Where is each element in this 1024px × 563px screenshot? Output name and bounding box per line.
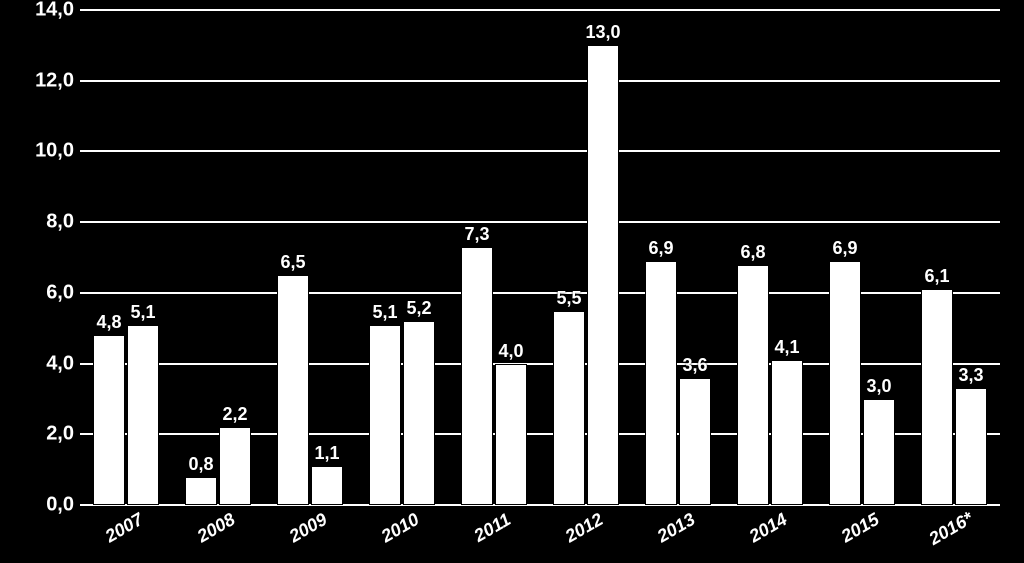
bar: [219, 427, 251, 505]
y-tick-label: 10,0: [14, 140, 74, 163]
bar: [403, 321, 435, 505]
bar: [645, 261, 677, 505]
y-tick-label: 4,0: [14, 352, 74, 375]
bar: [921, 289, 953, 505]
bar-value-label: 0,8: [188, 454, 213, 475]
bar-value-label: 6,8: [740, 242, 765, 263]
bar-value-label: 4,0: [499, 341, 524, 362]
y-tick-label: 2,0: [14, 423, 74, 446]
bar-chart: 4,8 5,1 0,8 2,2 6,5 1,1 5,1 5,2 7,3 4,0 5,5 13,0 6,9…: [0, 0, 1024, 563]
y-tick-label: 12,0: [14, 69, 74, 92]
bar-value-label: 6,9: [832, 238, 857, 259]
x-tick-label: 2011: [471, 509, 515, 547]
x-tick-label: 2016*: [925, 508, 976, 550]
bar-value-label: 4,8: [96, 312, 121, 333]
bar-value-label: 1,1: [315, 443, 340, 464]
bar: [679, 378, 711, 505]
x-tick-label: 2010: [378, 509, 423, 547]
x-tick-label: 2015: [838, 509, 883, 547]
bar-value-label: 3,0: [867, 376, 892, 397]
bar-value-label: 5,1: [131, 302, 156, 323]
y-tick-label: 6,0: [14, 281, 74, 304]
x-tick-label: 2009: [286, 509, 331, 547]
bar: [277, 275, 309, 505]
bar: [553, 311, 585, 505]
bar: [127, 325, 159, 505]
bar-value-label: 4,1: [775, 337, 800, 358]
bar-value-label: 6,1: [924, 266, 949, 287]
bar: [93, 335, 125, 505]
x-tick-label: 2007: [102, 509, 147, 547]
x-axis: 2007 2008 2009 2010 2011 2012 2013 2014 2015 2016…: [80, 505, 1000, 563]
bar-value-label: 6,9: [648, 238, 673, 259]
bar-value-label: 2,2: [223, 404, 248, 425]
bar: [737, 265, 769, 505]
x-tick-label: 2012: [562, 509, 607, 547]
x-tick-label: 2014: [746, 509, 791, 547]
bar-value-label: 3,6: [683, 355, 708, 376]
bar: [863, 399, 895, 505]
bar: [185, 477, 217, 505]
bar: [829, 261, 861, 505]
plot-area: 4,8 5,1 0,8 2,2 6,5 1,1 5,1 5,2 7,3 4,0 5,5 13,0 6,9…: [80, 10, 1000, 505]
bar: [587, 45, 619, 505]
bar: [461, 247, 493, 505]
x-tick-label: 2008: [194, 509, 239, 547]
bar-value-label: 5,5: [556, 288, 581, 309]
bar: [955, 388, 987, 505]
y-tick-label: 0,0: [14, 494, 74, 517]
bar-value-label: 6,5: [280, 252, 305, 273]
bar-value-label: 3,3: [959, 365, 984, 386]
bar: [311, 466, 343, 505]
bar-value-label: 5,1: [372, 302, 397, 323]
bars-layer: 4,8 5,1 0,8 2,2 6,5 1,1 5,1 5,2 7,3 4,0 5,5 13,0 6,9…: [80, 10, 1000, 505]
x-tick-label: 2013: [654, 509, 699, 547]
y-tick-label: 8,0: [14, 211, 74, 234]
y-tick-label: 14,0: [14, 0, 74, 22]
bar-value-label: 13,0: [585, 22, 620, 43]
bar-value-label: 5,2: [407, 298, 432, 319]
bar: [369, 325, 401, 505]
bar-value-label: 7,3: [464, 224, 489, 245]
bar: [771, 360, 803, 505]
bar: [495, 364, 527, 505]
